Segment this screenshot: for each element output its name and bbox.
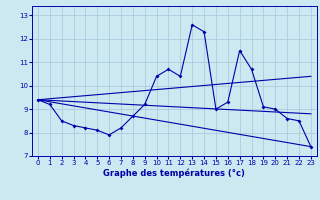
X-axis label: Graphe des températures (°c): Graphe des températures (°c) — [103, 169, 245, 178]
